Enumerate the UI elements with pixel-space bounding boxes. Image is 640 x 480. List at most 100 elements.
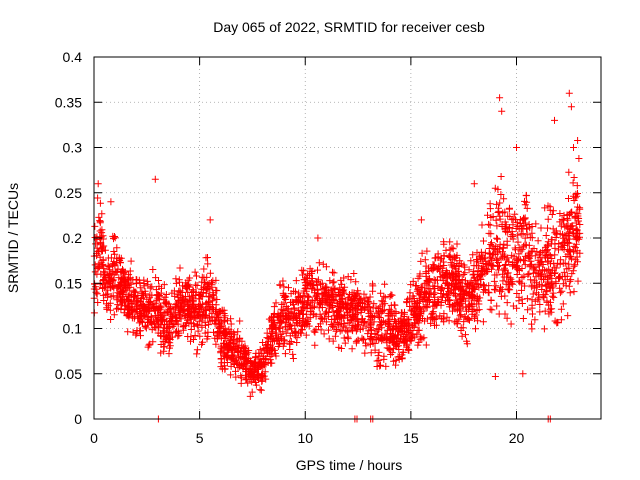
- data-point: [523, 295, 531, 303]
- data-point: [518, 300, 526, 307]
- data-point: [400, 321, 408, 329]
- data-point: [174, 293, 182, 301]
- data-point: [113, 296, 121, 304]
- data-point: [359, 315, 366, 323]
- data-point: [504, 212, 512, 220]
- data-point: [509, 221, 517, 229]
- data-point: [440, 238, 448, 246]
- axis-ticks: [93, 56, 601, 420]
- data-point: [137, 332, 144, 340]
- data-point: [297, 329, 305, 337]
- data-point: [259, 373, 267, 381]
- data-point: [478, 221, 486, 229]
- data-point: [93, 290, 101, 298]
- data-point: [391, 316, 398, 324]
- data-point: [121, 282, 129, 289]
- data-point: [456, 301, 464, 309]
- data-point: [437, 315, 445, 323]
- x-tick-label: 20: [509, 430, 525, 446]
- data-point: [528, 301, 536, 309]
- data-point: [178, 296, 186, 304]
- data-point: [302, 310, 310, 318]
- data-point: [390, 357, 398, 365]
- data-point: [381, 330, 389, 338]
- data-point: [569, 267, 577, 275]
- data-point: [205, 305, 213, 313]
- data-point: [391, 333, 399, 341]
- data-point: [338, 280, 346, 288]
- data-point: [226, 336, 234, 344]
- data-point: [95, 213, 103, 221]
- data-point: [487, 296, 495, 304]
- data-point: [474, 256, 482, 264]
- data-point: [179, 322, 187, 330]
- data-point: [491, 286, 499, 294]
- data-point: [365, 319, 373, 327]
- data-point: [328, 316, 336, 323]
- data-point: [93, 233, 101, 241]
- data-point: [162, 300, 170, 308]
- data-point: [141, 287, 149, 295]
- data-point: [574, 277, 582, 285]
- data-point: [535, 262, 543, 270]
- data-point: [147, 319, 155, 327]
- data-point: [491, 373, 499, 380]
- data-point: [270, 303, 278, 311]
- data-point: [470, 305, 478, 313]
- data-point: [403, 315, 411, 323]
- data-point: [109, 232, 117, 240]
- data-point: [497, 254, 505, 262]
- data-point: [373, 309, 381, 317]
- data-point: [479, 288, 487, 296]
- data-point: [272, 352, 280, 360]
- data-point: [529, 310, 536, 318]
- data-point: [361, 303, 369, 311]
- data-point: [174, 328, 182, 336]
- data-point: [175, 287, 183, 295]
- data-point: [337, 276, 345, 284]
- data-point: [232, 373, 240, 381]
- data-point: [496, 199, 504, 207]
- data-point: [430, 276, 438, 284]
- data-point: [185, 293, 193, 301]
- data-point: [573, 182, 581, 190]
- data-point: [464, 315, 472, 323]
- data-point: [501, 218, 509, 226]
- data-point: [477, 271, 485, 278]
- data-point: [492, 282, 500, 290]
- data-point: [529, 290, 537, 298]
- data-point: [185, 314, 193, 322]
- data-point: [376, 314, 383, 321]
- data-point: [443, 269, 451, 277]
- data-point: [255, 364, 262, 372]
- data-point: [203, 335, 211, 343]
- data-point: [239, 347, 247, 355]
- data-point: [126, 290, 134, 298]
- data-point: [159, 316, 167, 324]
- data-point: [518, 286, 525, 294]
- data-point: [458, 276, 466, 283]
- data-point: [263, 329, 271, 337]
- data-point: [193, 350, 201, 358]
- data-point: [523, 225, 530, 233]
- data-point: [192, 281, 200, 289]
- data-point: [204, 282, 212, 290]
- data-point: [364, 303, 372, 311]
- data-point: [533, 282, 541, 290]
- data-point: [278, 318, 286, 326]
- data-point: [421, 256, 429, 264]
- data-point: [535, 291, 542, 299]
- data-point: [112, 268, 120, 276]
- data-point: [117, 285, 125, 293]
- data-point: [388, 291, 396, 299]
- data-point: [141, 305, 149, 313]
- data-point: [152, 274, 160, 282]
- data-point: [222, 330, 230, 338]
- data-point: [120, 309, 128, 317]
- data-point: [220, 306, 228, 314]
- data-point: [504, 228, 512, 236]
- data-point: [460, 271, 468, 278]
- data-point: [298, 266, 306, 274]
- data-point: [436, 312, 444, 320]
- data-point: [542, 251, 550, 259]
